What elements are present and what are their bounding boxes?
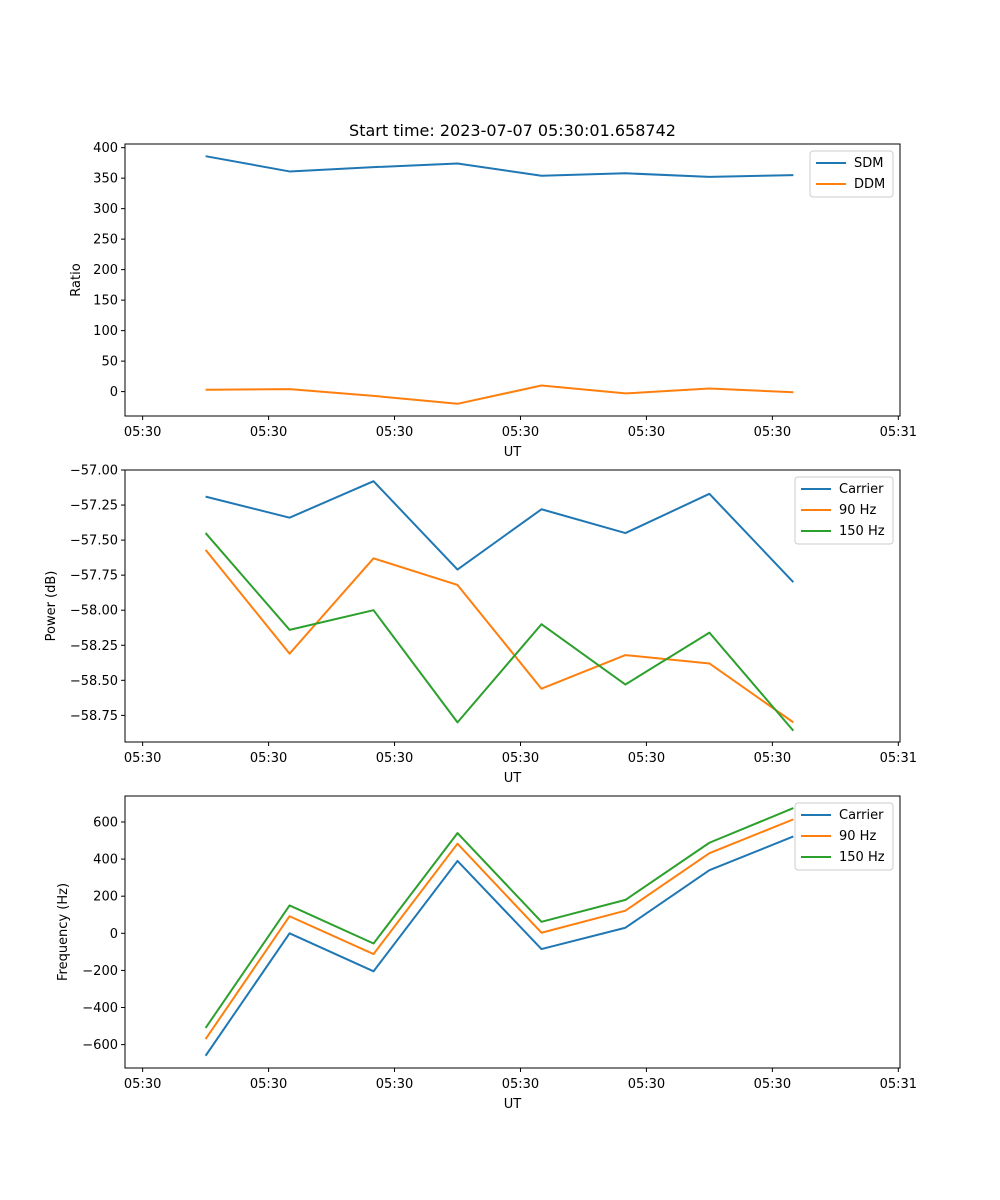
y-tick-label: 200	[93, 263, 118, 278]
y-tick-label: −57.75	[70, 569, 118, 584]
x-tick-label: 05:30	[124, 425, 161, 440]
legend-label-90hz: 90 Hz	[839, 829, 876, 844]
frequency-y-axis-label: Frequency (Hz)	[56, 883, 71, 981]
y-tick-label: −58.25	[70, 639, 118, 654]
x-tick-label: 05:30	[250, 425, 287, 440]
x-tick-label: 05:31	[880, 425, 917, 440]
series-line-carrier	[204, 835, 794, 1057]
y-tick-label: −57.50	[70, 534, 118, 549]
legend-label-150hz: 150 Hz	[839, 524, 885, 539]
series-line-90-hz	[204, 818, 794, 1040]
y-tick-label: 350	[93, 172, 118, 187]
power-plot-area: −58.75 −58.50 −58.25 −58.00 −57.75 −57.50 −57.…	[70, 464, 917, 767]
x-tick-label: 05:30	[754, 1077, 791, 1092]
ratio-axes-frame	[124, 143, 901, 417]
y-tick-label: −400	[82, 1001, 118, 1016]
x-tick-label: 05:31	[880, 1077, 917, 1092]
power-x-axis-label: UT	[504, 771, 522, 786]
y-tick-label: 300	[93, 202, 118, 217]
y-tick-label: 0	[110, 385, 118, 400]
x-tick-label: 05:30	[754, 751, 791, 766]
ratio-y-axis-label: Ratio	[69, 263, 84, 296]
y-tick-label: 200	[93, 890, 118, 905]
y-tick-label: 400	[93, 141, 118, 156]
frequency-plot-area: −600 −400 −200 0 200 400 600 05:30 05:30 05:30 05:…	[82, 807, 917, 1092]
y-tick-label: 150	[93, 294, 118, 309]
y-tick-label: 600	[93, 815, 118, 830]
legend-label-sdm: SDM	[854, 156, 883, 171]
y-tick-label: 100	[93, 324, 118, 339]
y-tick-label: −57.00	[70, 464, 118, 479]
chart-title: Start time: 2023-07-07 05:30:01.658742	[349, 121, 676, 140]
ratio-legend: SDM DDM	[809, 150, 894, 198]
legend-label-carrier: Carrier	[839, 808, 884, 823]
frequency-legend: Carrier 90 Hz 150 Hz	[794, 802, 894, 871]
power-legend: Carrier 90 Hz 150 Hz	[794, 476, 894, 545]
series-line-ddm	[205, 384, 794, 405]
ratio-plot-area: 0 50 100 150 200 250 300 350 400 05:30 05:30 05:30 0…	[93, 141, 917, 440]
legend-label-carrier: Carrier	[839, 482, 884, 497]
power-y-axis-label: Power (dB)	[44, 571, 59, 642]
x-tick-label: 05:30	[754, 425, 791, 440]
y-tick-label: −600	[82, 1038, 118, 1053]
x-tick-label: 05:31	[880, 751, 917, 766]
x-tick-label: 05:30	[250, 1077, 287, 1092]
y-tick-label: −58.75	[70, 709, 118, 724]
ratio-panel: Start time: 2023-07-07 05:30:01.658742 0…	[69, 121, 917, 460]
y-tick-label: 250	[93, 233, 118, 248]
frequency-panel: −600 −400 −200 0 200 400 600 05:30 05:30 05:30 05:…	[56, 795, 917, 1112]
series-line-150-hz	[204, 807, 794, 1029]
x-tick-label: 05:30	[628, 1077, 665, 1092]
y-tick-label: −200	[82, 964, 118, 979]
series-line-sdm	[205, 155, 794, 178]
power-panel: −58.75 −58.50 −58.25 −58.00 −57.75 −57.50 −57.…	[44, 464, 917, 787]
legend-label-150hz: 150 Hz	[839, 850, 885, 865]
frequency-x-axis-label: UT	[504, 1097, 522, 1112]
series-line-carrier	[205, 480, 795, 583]
x-tick-label: 05:30	[502, 425, 539, 440]
legend-label-ddm: DDM	[854, 177, 885, 192]
x-tick-label: 05:30	[376, 425, 413, 440]
x-tick-label: 05:30	[376, 1077, 413, 1092]
legend-label-90hz: 90 Hz	[839, 503, 876, 518]
x-tick-label: 05:30	[502, 1077, 539, 1092]
y-tick-label: 0	[110, 927, 118, 942]
series-line-150-hz	[204, 532, 795, 732]
x-tick-label: 05:30	[502, 751, 539, 766]
frequency-legend-box	[794, 802, 894, 871]
x-tick-label: 05:30	[376, 751, 413, 766]
ratio-x-axis-label: UT	[504, 445, 522, 460]
series-line-90-hz	[204, 549, 794, 724]
y-tick-label: 400	[93, 853, 118, 868]
x-tick-label: 05:30	[628, 751, 665, 766]
y-tick-label: −58.50	[70, 674, 118, 689]
y-tick-label: −58.00	[70, 604, 118, 619]
x-tick-label: 05:30	[250, 751, 287, 766]
y-tick-label: 50	[101, 355, 118, 370]
power-legend-box	[794, 476, 894, 545]
x-tick-label: 05:30	[124, 751, 161, 766]
frequency-axes-frame	[124, 795, 901, 1069]
x-tick-label: 05:30	[628, 425, 665, 440]
power-axes-frame	[124, 469, 901, 743]
y-tick-label: −57.25	[70, 499, 118, 514]
x-tick-label: 05:30	[124, 1077, 161, 1092]
